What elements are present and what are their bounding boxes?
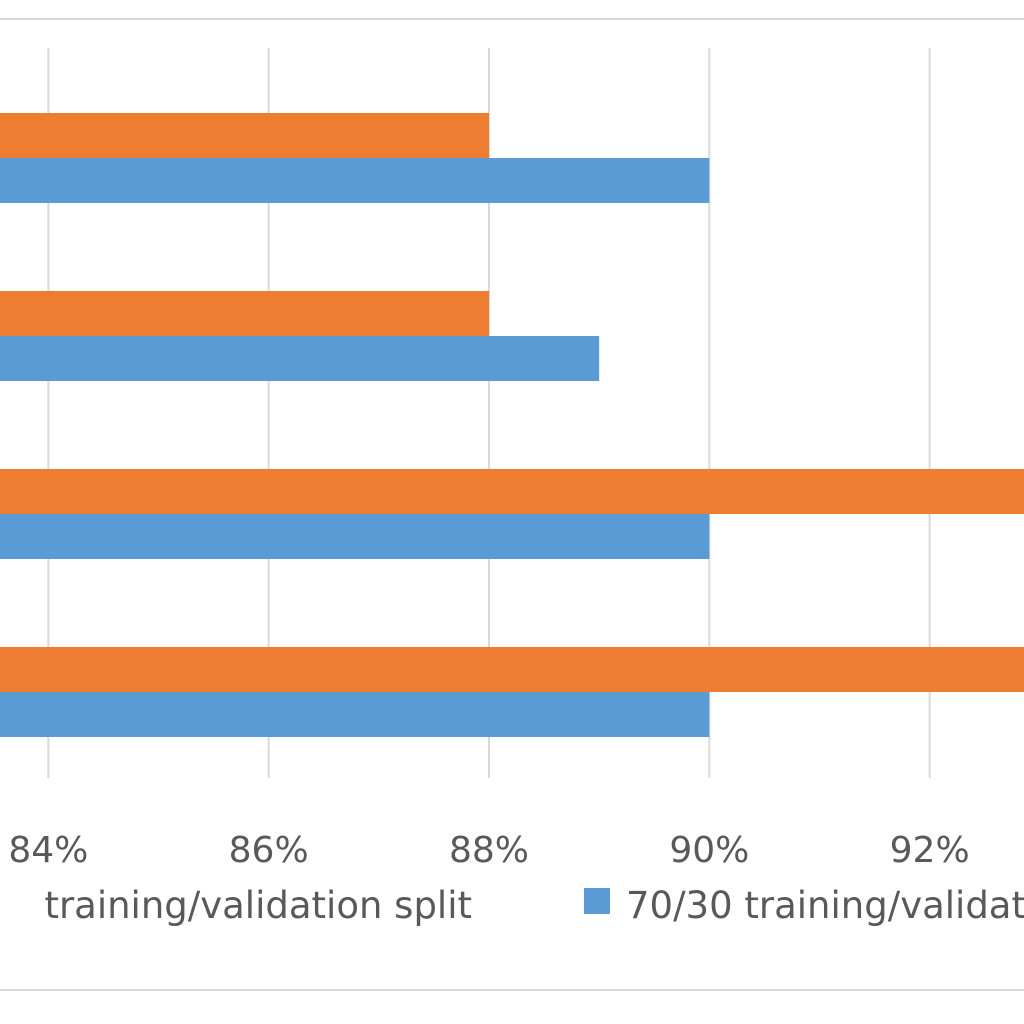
bar-series1-category0 bbox=[0, 113, 489, 158]
bar-series1-category3 bbox=[0, 647, 1024, 692]
x-tick-label: 92% bbox=[890, 830, 970, 871]
x-tick-label: 86% bbox=[229, 830, 309, 871]
x-tick-label: 88% bbox=[449, 830, 529, 871]
bar-series0-category0 bbox=[0, 158, 710, 203]
bar-series0-category2 bbox=[0, 514, 710, 559]
legend-label-orange: training/validation split bbox=[44, 884, 472, 927]
legend: training/validation split 70/30 training… bbox=[44, 884, 1024, 927]
bar-series1-category1 bbox=[0, 291, 489, 336]
bar-series1-category2 bbox=[0, 469, 1024, 514]
bar-series0-category3 bbox=[0, 692, 710, 737]
bar-series0-category1 bbox=[0, 336, 600, 381]
x-tick-label: 84% bbox=[8, 830, 88, 871]
legend-swatch-blue bbox=[584, 888, 610, 914]
x-tick-labels: 84% 86% 88% 90% 92% bbox=[8, 830, 969, 871]
bars bbox=[0, 113, 1024, 737]
x-tick-label: 90% bbox=[669, 830, 749, 871]
legend-label-blue: 70/30 training/validation split bbox=[626, 884, 1024, 927]
